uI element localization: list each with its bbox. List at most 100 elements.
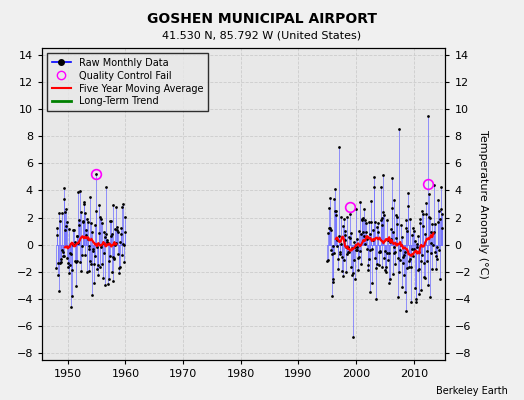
Point: [351, 244, 359, 250]
Point: [79, 218, 88, 224]
Point: [91, 252, 100, 259]
Point: [370, 218, 379, 225]
Point: [410, 228, 418, 235]
Point: [334, 256, 343, 262]
Point: [328, 250, 336, 257]
Point: [57, 259, 66, 266]
Point: [72, 282, 80, 289]
Point: [420, 274, 429, 280]
Point: [325, 205, 333, 212]
Point: [381, 267, 389, 273]
Point: [97, 216, 105, 222]
Point: [363, 235, 371, 242]
Point: [365, 256, 373, 263]
Point: [398, 284, 406, 290]
Point: [60, 185, 69, 191]
Point: [406, 256, 414, 262]
Point: [416, 216, 424, 223]
Point: [431, 249, 440, 256]
Point: [361, 240, 369, 247]
Point: [433, 197, 442, 203]
Point: [52, 265, 61, 272]
Point: [429, 242, 438, 248]
Point: [89, 248, 97, 254]
Point: [339, 273, 347, 279]
Point: [382, 264, 390, 270]
Point: [106, 253, 114, 259]
Point: [99, 240, 107, 246]
Point: [323, 257, 332, 263]
Point: [76, 259, 84, 265]
Point: [429, 230, 437, 236]
Point: [346, 235, 354, 241]
Point: [56, 260, 64, 266]
Point: [334, 144, 343, 150]
Point: [59, 253, 68, 260]
Point: [101, 234, 110, 240]
Point: [106, 233, 115, 239]
Point: [374, 228, 382, 235]
Point: [369, 184, 378, 190]
Point: [88, 292, 96, 298]
Point: [98, 261, 106, 267]
Point: [118, 201, 127, 208]
Point: [366, 246, 374, 253]
Point: [110, 256, 118, 262]
Point: [80, 199, 88, 205]
Point: [383, 250, 391, 256]
Point: [362, 229, 370, 236]
Point: [59, 253, 67, 259]
Point: [89, 246, 97, 252]
Point: [333, 243, 342, 249]
Point: [353, 247, 361, 254]
Point: [425, 215, 434, 221]
Point: [352, 206, 360, 213]
Point: [328, 292, 336, 299]
Point: [115, 270, 124, 276]
Point: [374, 220, 383, 227]
Point: [78, 252, 86, 259]
Point: [372, 296, 380, 302]
Point: [414, 232, 422, 239]
Point: [419, 210, 427, 217]
Point: [332, 212, 340, 218]
Point: [438, 225, 446, 232]
Point: [375, 249, 383, 255]
Point: [432, 266, 440, 272]
Point: [363, 246, 372, 253]
Point: [323, 258, 332, 264]
Point: [81, 226, 90, 233]
Point: [340, 216, 348, 222]
Point: [391, 261, 399, 267]
Point: [113, 224, 121, 230]
Point: [69, 242, 78, 249]
Point: [395, 268, 403, 275]
Point: [77, 209, 85, 215]
Point: [375, 247, 384, 254]
Point: [70, 258, 79, 264]
Point: [330, 250, 338, 256]
Point: [109, 202, 117, 208]
Point: [402, 308, 411, 314]
Point: [416, 220, 424, 226]
Point: [403, 228, 412, 234]
Point: [83, 216, 91, 222]
Point: [337, 214, 345, 220]
Point: [381, 268, 390, 275]
Point: [407, 298, 415, 305]
Point: [99, 275, 107, 281]
Point: [396, 257, 404, 263]
Point: [435, 276, 444, 282]
Point: [110, 255, 118, 261]
Point: [98, 220, 106, 226]
Point: [74, 189, 83, 196]
Y-axis label: Temperature Anomaly (°C): Temperature Anomaly (°C): [477, 130, 488, 278]
Point: [378, 264, 387, 271]
Point: [351, 276, 359, 282]
Point: [411, 285, 419, 292]
Point: [78, 243, 86, 250]
Point: [364, 266, 372, 273]
Point: [390, 197, 398, 203]
Point: [410, 238, 419, 244]
Point: [354, 267, 362, 273]
